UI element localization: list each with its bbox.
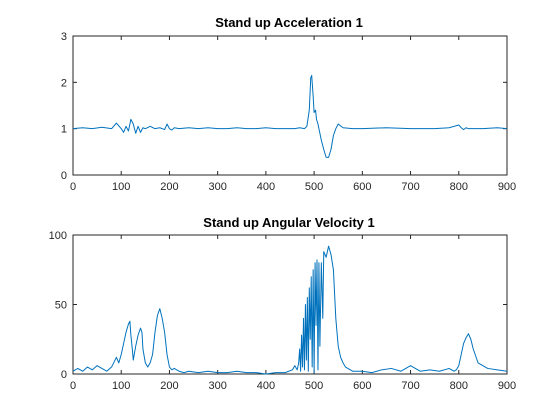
acceleration-x-tick-label: 400 (257, 181, 275, 193)
acceleration-x-axis: 0 100 200 300 400 500 600 700 800 900 (70, 36, 516, 193)
acceleration-y-tick-label: 0 (61, 170, 67, 182)
acceleration-y-tick-label: 1 (61, 124, 67, 136)
angular-velocity-x-tick-label: 100 (112, 380, 130, 392)
acceleration-series-line (72, 74, 508, 158)
angular-velocity-chart: Stand up Angular Velocity 1 0 100 200 300 40… (49, 215, 517, 392)
angular-velocity-x-tick-label: 900 (498, 380, 516, 392)
acceleration-x-tick-label: 600 (353, 181, 371, 193)
angular-velocity-y-tick-label: 0 (61, 369, 67, 381)
angular-velocity-chart-title: Stand up Angular Velocity 1 (203, 215, 374, 230)
angular-velocity-x-tick-label: 800 (450, 380, 468, 392)
acceleration-x-tick-label: 700 (401, 181, 419, 193)
angular-velocity-x-tick-label: 200 (160, 380, 178, 392)
angular-velocity-series-line (72, 245, 508, 375)
acceleration-x-tick-label: 200 (160, 181, 178, 193)
acceleration-y-tick-label: 2 (61, 77, 67, 89)
acceleration-x-tick-label: 0 (70, 181, 76, 193)
acceleration-x-tick-label: 300 (208, 181, 226, 193)
angular-velocity-x-tick-label: 0 (70, 380, 76, 392)
acceleration-chart-title: Stand up Acceleration 1 (215, 15, 363, 30)
angular-velocity-y-axis: 0 50 100 (49, 230, 507, 381)
angular-velocity-y-tick-label: 100 (49, 230, 67, 242)
angular-velocity-x-tick-label: 600 (353, 380, 371, 392)
acceleration-plot-box (72, 35, 508, 176)
acceleration-x-tick-label: 800 (450, 181, 468, 193)
angular-velocity-x-tick-label: 400 (257, 380, 275, 392)
acceleration-y-tick-label: 3 (61, 31, 67, 43)
angular-velocity-y-tick-label: 50 (55, 300, 67, 312)
angular-velocity-x-axis: 0 100 200 300 400 500 600 700 800 900 (70, 235, 516, 392)
acceleration-chart: Stand up Acceleration 1 0 100 200 300 400 500… (61, 15, 516, 193)
acceleration-x-tick-label: 100 (112, 181, 130, 193)
angular-velocity-x-tick-label: 700 (401, 380, 419, 392)
angular-velocity-x-tick-label: 300 (208, 380, 226, 392)
angular-velocity-x-tick-label: 500 (305, 380, 323, 392)
acceleration-x-tick-label: 500 (305, 181, 323, 193)
acceleration-x-tick-label: 900 (498, 181, 516, 193)
